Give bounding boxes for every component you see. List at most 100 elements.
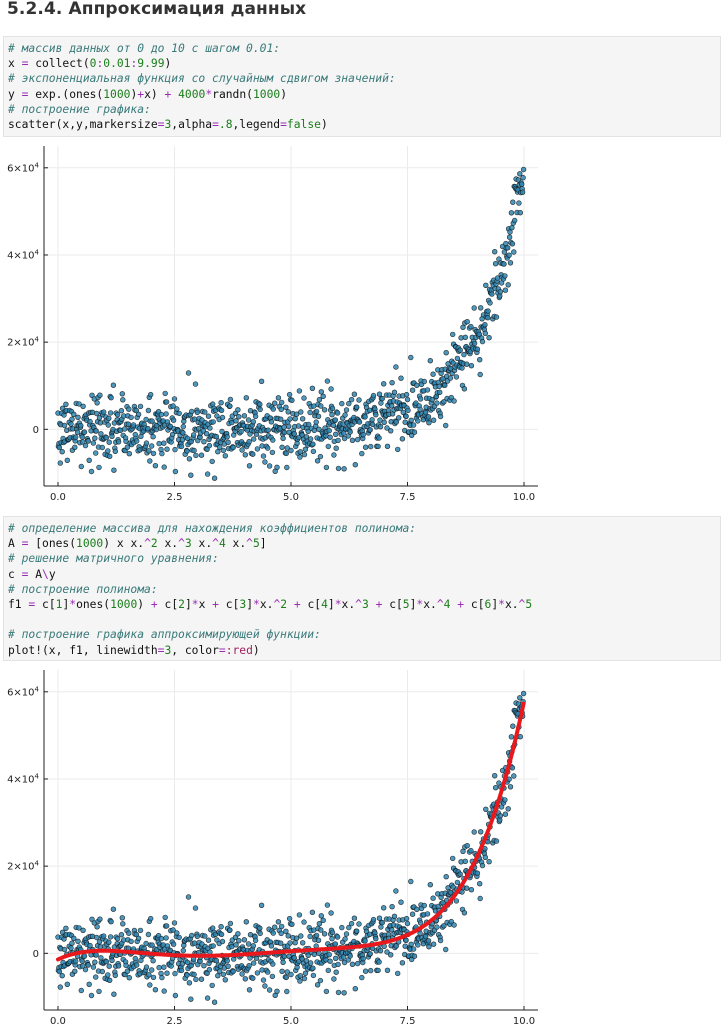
code-cell-scatter[interactable]: # массив данных от 0 до 10 с шагом 0.01:… <box>3 36 721 137</box>
scatter-point <box>316 397 323 403</box>
code-token: 1000 <box>103 87 131 101</box>
scatter-point <box>105 422 112 428</box>
scatter-point <box>511 217 518 224</box>
scatter-point <box>92 959 98 965</box>
scatter-point <box>301 919 307 925</box>
scatter-point <box>375 443 381 450</box>
scatter-point <box>211 475 218 481</box>
scatter-point <box>272 400 278 406</box>
scatter-point <box>69 416 75 422</box>
scatter-point <box>356 921 362 927</box>
scatter-point <box>220 447 227 454</box>
scatter-point <box>352 462 358 468</box>
code-cell-polyfit[interactable]: # определение массива для нахождения коэ… <box>3 516 721 661</box>
scatter-point <box>408 417 414 423</box>
scatter-point <box>158 935 165 942</box>
scatter-point <box>384 967 391 973</box>
scatter-point <box>254 446 261 452</box>
code-token: ^ <box>212 537 219 551</box>
scatter-point <box>68 421 74 427</box>
scatter-point <box>227 920 234 927</box>
scatter-point <box>134 438 140 444</box>
scatter-point <box>235 931 241 937</box>
scatter-point <box>163 923 170 929</box>
scatter-point <box>201 963 207 969</box>
scatter-point <box>93 952 99 958</box>
scatter-point <box>443 422 449 429</box>
scatter-point <box>284 445 290 451</box>
code-token: 1000 <box>76 537 104 551</box>
code-token: ,alpha <box>171 117 213 131</box>
scatter-point <box>222 453 229 459</box>
scatter-point <box>174 930 180 936</box>
code-token: ^ <box>436 597 444 611</box>
code-token: 2 <box>150 537 158 551</box>
scatter-point <box>300 940 306 946</box>
code-line: # решение матричного уравнения: <box>8 551 720 566</box>
scatter-point <box>348 396 355 403</box>
scatter-point <box>243 919 250 925</box>
scatter-point <box>126 451 133 457</box>
scatter-point <box>430 895 436 901</box>
scatter-point <box>72 968 78 974</box>
code-line: # построение графика аппроксимирующей фу… <box>8 627 720 642</box>
scatter-point <box>370 916 377 923</box>
scatter-point <box>164 970 170 976</box>
scatter-point <box>287 416 293 422</box>
scatter-point <box>268 419 275 425</box>
scatter-point <box>239 971 245 977</box>
scatter-point <box>298 933 304 939</box>
scatter-point <box>328 910 334 916</box>
code-token: ] <box>259 537 267 551</box>
scatter-point <box>106 439 112 445</box>
scatter-point <box>158 411 165 418</box>
scatter-point <box>292 416 298 422</box>
scatter-point <box>352 986 358 992</box>
scatter-point <box>170 941 177 947</box>
scatter-point <box>169 431 176 438</box>
scatter-point <box>270 437 276 443</box>
code-line: # массив данных от 0 до 10 с шагом 0.01: <box>8 41 720 56</box>
scatter-point <box>291 955 297 961</box>
code-token <box>287 598 294 611</box>
scatter-point <box>86 981 92 987</box>
scatter-point <box>328 386 334 392</box>
scatter-point <box>99 968 106 975</box>
scatter-point <box>71 935 77 941</box>
scatter-point <box>93 410 100 417</box>
scatter-point <box>285 933 291 939</box>
x-tick-label: 0.0 <box>50 492 66 502</box>
scatter-point <box>461 386 468 392</box>
scatter-point <box>492 260 499 267</box>
scatter-point <box>219 428 225 435</box>
scatter-point <box>280 435 286 441</box>
scatter-point <box>252 937 259 944</box>
scatter-point <box>296 388 303 394</box>
scatter-point <box>281 429 288 436</box>
scatter-point <box>468 847 474 854</box>
code-token: + <box>164 87 172 101</box>
code-token: c[ <box>35 597 56 611</box>
scatter-point <box>399 960 406 966</box>
scatter-point <box>149 443 155 449</box>
scatter-point <box>323 464 330 471</box>
scatter-point <box>423 933 429 940</box>
scatter-point <box>461 351 467 358</box>
scatter-point <box>368 443 374 450</box>
scatter-point <box>332 941 338 947</box>
code-token: + <box>137 87 145 101</box>
scatter-point <box>137 927 144 934</box>
code-token: x) <box>144 87 165 101</box>
scatter-point <box>474 870 481 876</box>
scatter-point <box>167 423 174 429</box>
code-token: * <box>205 87 213 101</box>
scatter-point <box>227 396 234 403</box>
scatter-point <box>72 444 78 450</box>
scatter-point <box>474 346 481 352</box>
scatter-point <box>389 403 395 409</box>
scatter-point <box>317 977 324 984</box>
code-token: 1000 <box>110 597 138 611</box>
scatter-point <box>260 453 267 459</box>
scatter-point <box>72 434 79 440</box>
scatter-point <box>185 894 192 900</box>
